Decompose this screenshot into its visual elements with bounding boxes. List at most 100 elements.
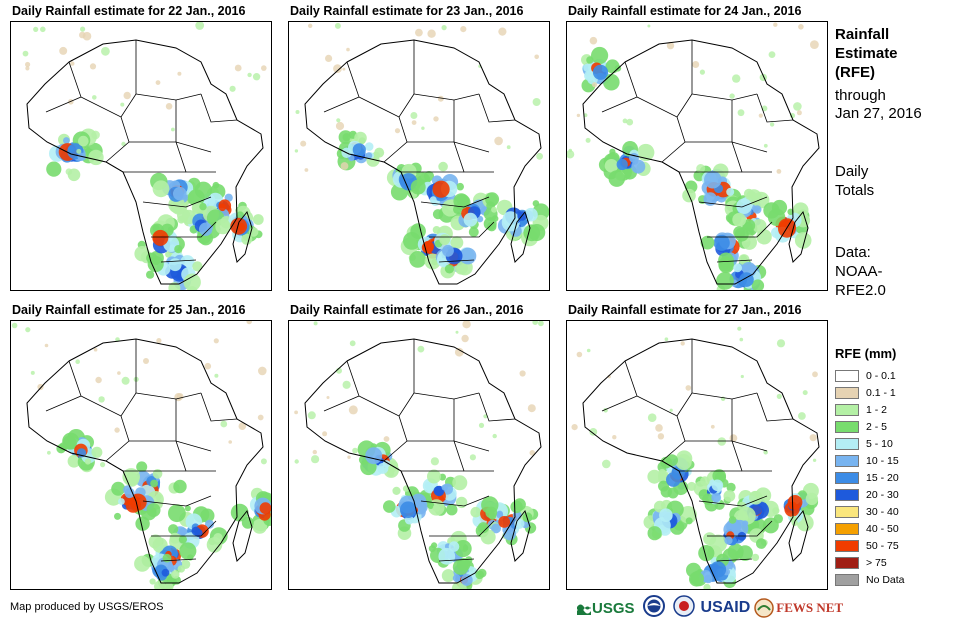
country-border (105, 460, 151, 472)
rainfall-patch (463, 212, 478, 227)
rainfall-speck (229, 85, 236, 92)
legend-label: 0 - 0.1 (866, 369, 896, 382)
country-border (707, 221, 773, 238)
country-border (716, 558, 753, 562)
rainfall-patch (237, 223, 246, 231)
rainfall-patch (742, 520, 749, 527)
rainfall-speck (710, 424, 715, 429)
rainfall-patch (169, 532, 181, 544)
rainfall-speck (25, 61, 31, 68)
country-border (429, 221, 495, 238)
rainfall-speck (171, 127, 175, 132)
rainfall-speck (421, 126, 425, 130)
country-border (698, 495, 768, 507)
rainfall-speck (657, 433, 665, 440)
map-credit: Map produced by USGS/EROS (10, 601, 164, 613)
legend-label: 40 - 50 (866, 522, 899, 535)
legend-label: 10 - 15 (866, 454, 899, 467)
rainfall-patch (173, 479, 187, 494)
rainfall-patch (476, 215, 484, 223)
rainfall-speck (247, 72, 252, 78)
rainfall-map (566, 320, 828, 590)
rainfall-speck (114, 427, 120, 433)
rainfall-speck (478, 422, 485, 428)
rainfall-speck (602, 459, 611, 469)
rainfall-patch (442, 244, 454, 257)
rainfall-patch (604, 159, 619, 173)
legend-swatch (835, 488, 859, 501)
rainfall-patch (427, 501, 435, 509)
rainfall-speck (437, 95, 444, 102)
legend-item: 20 - 30 (835, 486, 905, 503)
rainfall-speck (22, 50, 29, 57)
rainfall-patch (716, 272, 734, 290)
country-border (756, 93, 794, 123)
rainfall-patch (135, 516, 150, 531)
country-border (105, 116, 130, 163)
rainfall-patch (703, 583, 711, 589)
rainfall-patch (794, 232, 812, 249)
rainfall-patch (685, 517, 693, 525)
country-border (429, 520, 495, 537)
rainfall-patch (448, 541, 460, 552)
rainfall-speck (294, 149, 299, 153)
rainfall-speck (100, 462, 106, 468)
country-border (383, 460, 429, 472)
rainfall-speck (737, 109, 745, 117)
legend-item: 0.1 - 1 (835, 384, 905, 401)
rainfall-speck (462, 321, 471, 329)
legend-item: No Data (835, 571, 905, 588)
rainfall-patch (733, 263, 742, 273)
rainfall-speck (483, 414, 488, 419)
rainfall-patch (475, 570, 484, 580)
rainfall-speck (322, 431, 328, 437)
rainfall-patch (199, 202, 207, 211)
panel-title: Daily Rainfall estimate for 25 Jan., 201… (12, 303, 246, 317)
country-border (175, 141, 216, 173)
rainfall-patch (724, 536, 733, 545)
rainfall-map (10, 320, 272, 590)
rainfall-speck (796, 110, 802, 116)
rainfall-patch (771, 199, 788, 216)
rainfall-patch (150, 479, 159, 488)
rainfall-patch (477, 522, 489, 534)
rainfall-speck (793, 102, 802, 111)
rainfall-speck (143, 358, 149, 364)
country-border (358, 392, 415, 417)
rainfall-patch (421, 241, 434, 254)
rainfall-speck (567, 150, 575, 159)
rainfall-speck (325, 54, 333, 63)
rainfall-patch (429, 196, 437, 204)
rainfall-patch (178, 535, 187, 544)
rainfall-speck (204, 362, 212, 370)
rainfall-patch (118, 498, 125, 505)
country-border (160, 259, 197, 263)
rainfall-speck (729, 434, 738, 442)
usgs-logo-text: USGS (592, 599, 635, 617)
rainfall-speck (583, 113, 588, 118)
country-border (129, 141, 212, 153)
rainfall-speck (612, 435, 617, 440)
country-border (407, 141, 490, 153)
rainfall-patch (616, 158, 628, 171)
country-border (636, 392, 693, 417)
legend-item: 40 - 50 (835, 520, 905, 537)
rainfall-patch (703, 192, 718, 206)
legend-swatch (835, 539, 859, 552)
rainfall-patch (689, 571, 704, 587)
panel-title: Daily Rainfall estimate for 27 Jan., 201… (568, 303, 802, 317)
rainfall-patch (342, 133, 351, 142)
legend-label: 15 - 20 (866, 471, 899, 484)
rainfall-patch (218, 203, 227, 212)
rainfall-speck (737, 326, 742, 331)
rainfall-speck (234, 64, 242, 72)
rainfall-speck (75, 359, 80, 364)
fewsnet-logo-text: FEWS NET (776, 600, 844, 615)
rainfall-speck (308, 23, 313, 28)
rainfall-patch (392, 486, 401, 495)
rainfall-patch (756, 538, 767, 549)
country-border (200, 392, 238, 422)
rainfall-patch (709, 561, 727, 578)
rainfall-patch (438, 161, 448, 172)
rainfall-speck (763, 143, 768, 148)
